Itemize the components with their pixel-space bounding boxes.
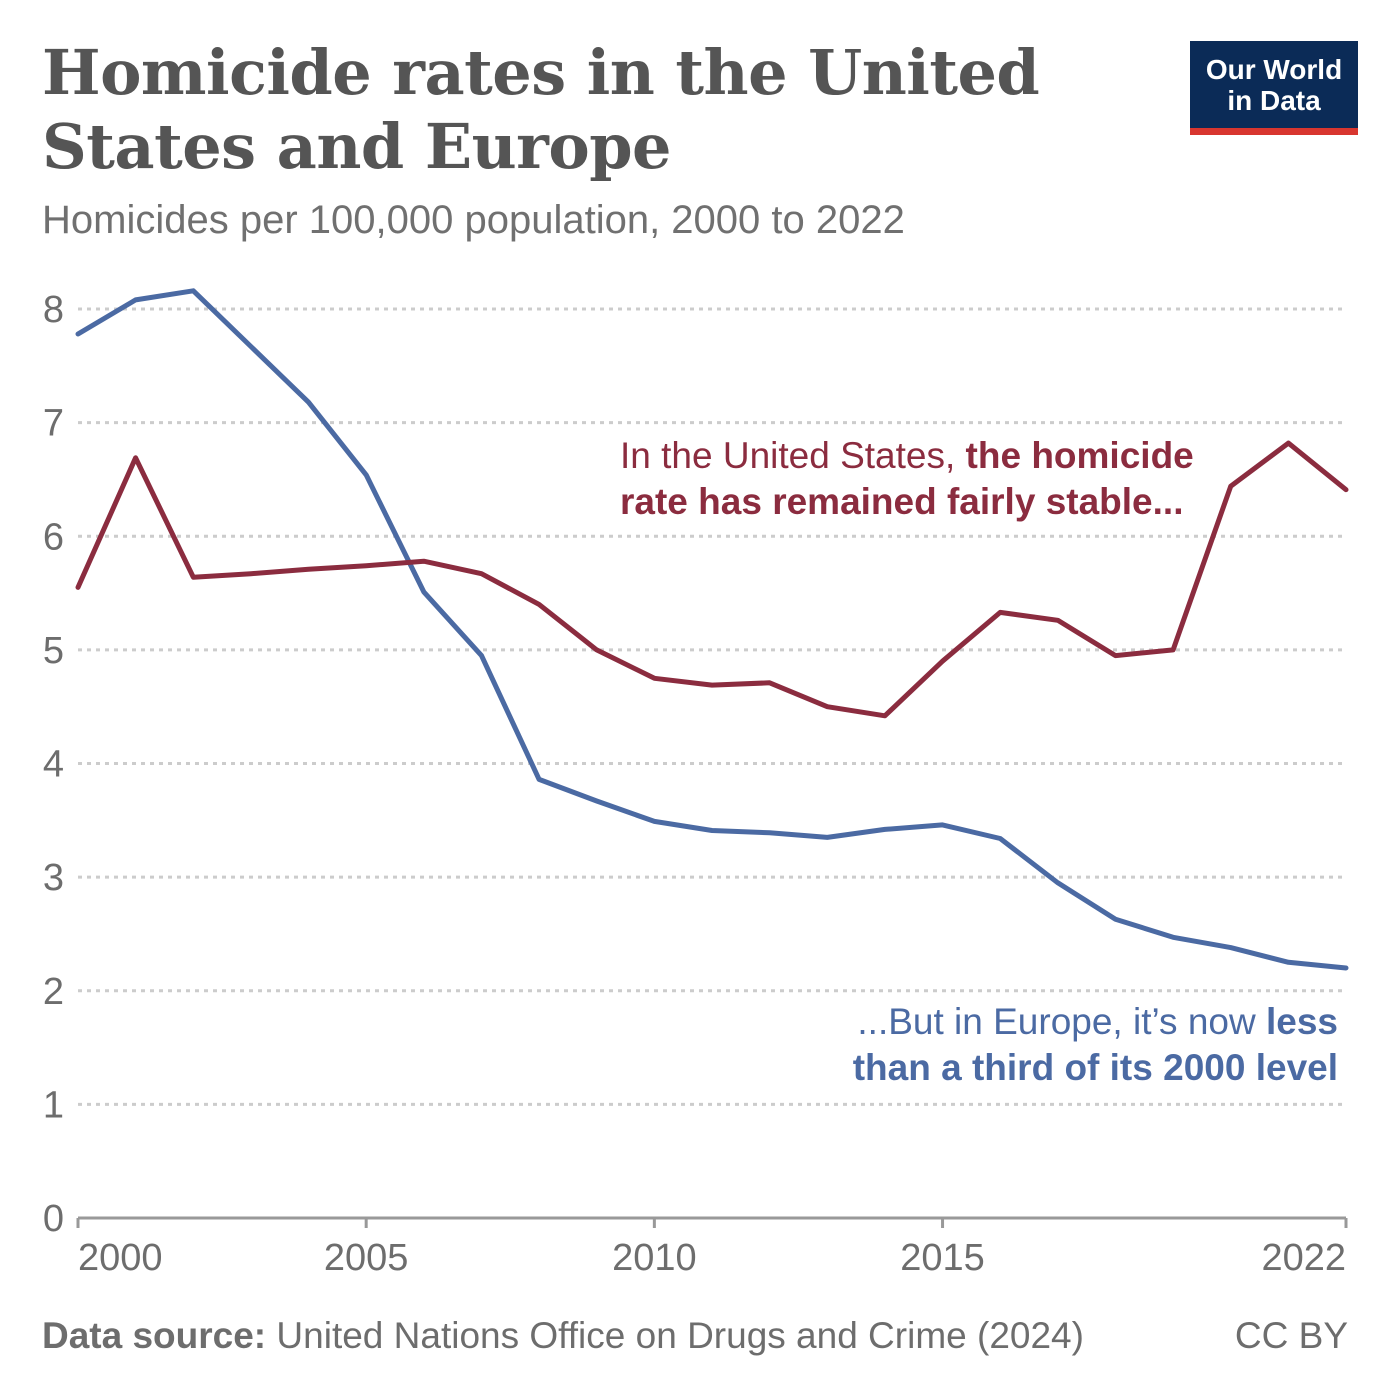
y-tick-label-5: 5 xyxy=(43,630,64,672)
us-annotation-normal: In the United States, xyxy=(620,435,966,476)
license-link[interactable]: CC BY xyxy=(1234,1315,1348,1356)
gridlines xyxy=(78,307,1346,1106)
us-annotation-line-2: rate has remained fairly stable... xyxy=(620,481,1183,522)
series-line-europe xyxy=(75,288,1349,971)
chart-title: Homicide rates in the United States and … xyxy=(42,36,1040,183)
y-tick-label-7: 7 xyxy=(43,403,64,445)
y-tick-label-6: 6 xyxy=(43,516,64,558)
us-annotation-bold-1: the homicide xyxy=(966,435,1194,476)
footer: Data source: United Nations Office on Dr… xyxy=(42,1314,1348,1358)
y-tick-label-4: 4 xyxy=(43,744,64,786)
logo-line-1: Our World xyxy=(1205,53,1343,85)
data-source: Data source: United Nations Office on Dr… xyxy=(42,1314,1084,1358)
europe-annotation-bold-1: less xyxy=(1266,1001,1338,1042)
y-tick-label-1: 1 xyxy=(43,1084,64,1126)
europe-annotation-line-2: than a third of its 2000 level xyxy=(853,1047,1338,1088)
us-annotation: In the United States, the homicide xyxy=(620,435,1194,476)
series-lines xyxy=(75,288,1349,971)
x-tick-label-2000: 2000 xyxy=(78,1237,163,1279)
y-tick-label-2: 2 xyxy=(43,971,64,1013)
x-axis: 2000 2005 2010 2015 2022 xyxy=(76,1216,1348,1279)
y-tick-label-0: 0 xyxy=(43,1198,64,1240)
y-tick-label-8: 8 xyxy=(43,289,64,331)
x-tick-label-2010: 2010 xyxy=(612,1237,697,1279)
logo-line-2: in Data xyxy=(1227,84,1321,116)
series-line-us xyxy=(75,440,1349,719)
data-source-text: United Nations Office on Drugs and Crime… xyxy=(276,1315,1084,1356)
x-tick-label-2005: 2005 xyxy=(324,1237,409,1279)
europe-annotation-normal: ...But in Europe, it’s now xyxy=(857,1001,1266,1042)
europe-annotation: ...But in Europe, it’s now less xyxy=(857,1001,1338,1042)
data-source-label: Data source: xyxy=(42,1315,267,1356)
x-tick-label-2022: 2022 xyxy=(1261,1237,1346,1279)
y-axis-tick-labels: 0 1 2 3 4 5 6 7 8 xyxy=(43,289,64,1240)
chart-subtitle: Homicides per 100,000 population, 2000 t… xyxy=(42,198,905,242)
y-tick-label-3: 3 xyxy=(43,857,64,899)
x-tick-label-2015: 2015 xyxy=(900,1237,985,1279)
owid-logo[interactable]: Our World in Data xyxy=(1190,41,1358,135)
